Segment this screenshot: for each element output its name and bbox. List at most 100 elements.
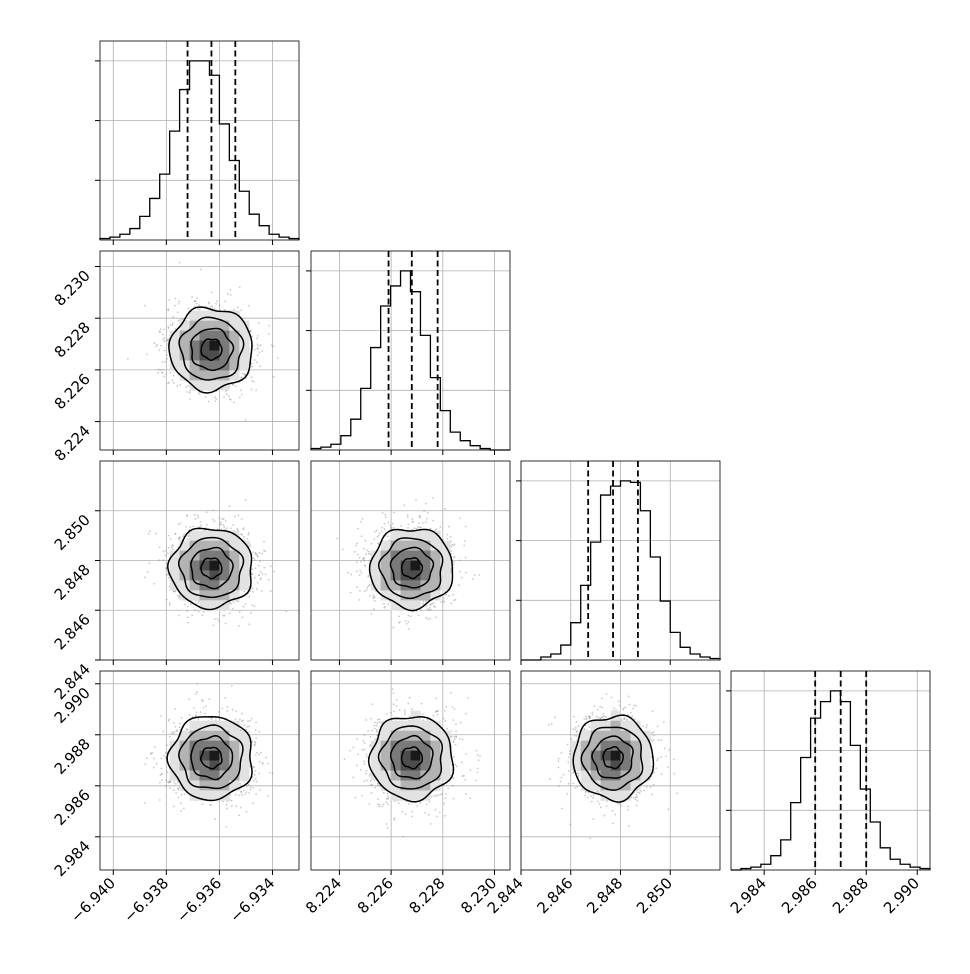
sample-point	[360, 535, 363, 538]
sample-point	[249, 330, 252, 333]
sample-point	[239, 389, 242, 392]
sample-point	[424, 811, 427, 814]
density-cell	[189, 760, 200, 771]
density-cell	[189, 540, 200, 551]
sample-point	[249, 719, 252, 722]
sample-point	[214, 818, 217, 821]
density-cell	[209, 350, 220, 361]
sample-point	[171, 323, 174, 326]
sample-point	[453, 561, 456, 564]
sample-point	[368, 745, 371, 747]
sample-point	[391, 522, 394, 525]
sample-point	[397, 621, 400, 624]
sample-point	[163, 340, 166, 342]
sample-point	[220, 523, 222, 526]
sample-point	[365, 719, 368, 721]
sample-point	[365, 753, 368, 756]
sample-point	[244, 419, 247, 422]
sample-point	[427, 813, 430, 816]
sample-point	[386, 827, 389, 829]
sample-point	[358, 574, 361, 577]
sample-point	[253, 774, 256, 776]
sample-point	[443, 601, 446, 603]
sample-point	[258, 573, 260, 576]
density-cell	[600, 730, 611, 741]
sample-point	[273, 570, 276, 573]
sample-point	[269, 590, 272, 592]
sample-point	[241, 372, 244, 375]
density-cell	[590, 750, 601, 761]
density-cell	[199, 780, 210, 791]
sample-point	[613, 707, 616, 709]
sample-point	[272, 345, 275, 348]
histogram-step-line	[731, 690, 931, 871]
sample-point	[392, 710, 395, 713]
sample-point	[419, 801, 422, 804]
sample-point	[387, 535, 389, 538]
sample-point	[465, 571, 467, 574]
sample-point	[240, 790, 243, 793]
sample-point	[174, 532, 177, 535]
density-cell	[209, 570, 220, 581]
sample-point	[422, 600, 425, 603]
sample-point	[455, 736, 458, 738]
x-tick-label: 2.990	[880, 874, 923, 917]
sample-point	[452, 719, 455, 722]
sample-point	[415, 498, 417, 501]
sample-point	[175, 792, 177, 794]
sample-point	[593, 705, 596, 708]
sample-point	[439, 811, 441, 814]
sample-point	[459, 721, 462, 724]
density-cell	[440, 560, 451, 571]
sample-point	[359, 769, 362, 771]
sample-point	[165, 598, 168, 601]
sample-point	[417, 614, 420, 617]
sample-point	[240, 393, 243, 396]
sample-point	[211, 307, 214, 310]
sample-point	[411, 815, 413, 818]
density-panel-1-2	[310, 460, 511, 661]
sample-point	[250, 388, 253, 391]
sample-point	[176, 385, 179, 387]
density-cell	[199, 750, 210, 761]
sample-point	[445, 793, 447, 795]
x-tick-label: 2.988	[829, 874, 872, 917]
sample-point	[251, 740, 254, 743]
contour-line	[400, 557, 424, 580]
sample-point	[599, 716, 602, 719]
density-cell	[440, 740, 451, 751]
sample-point	[175, 729, 178, 731]
sample-point	[403, 504, 406, 507]
sample-point	[255, 389, 258, 392]
sample-point	[446, 533, 449, 536]
sample-point	[588, 715, 591, 718]
sample-point	[234, 793, 237, 796]
sample-point	[584, 715, 587, 718]
sample-point	[572, 772, 575, 774]
sample-point	[417, 522, 420, 524]
sample-point	[254, 558, 256, 561]
sample-point	[201, 700, 204, 703]
sample-point	[198, 393, 201, 395]
density-cell	[640, 750, 651, 761]
sample-point	[260, 577, 262, 580]
sample-point	[196, 297, 199, 300]
sample-point	[356, 542, 358, 545]
density-cell	[410, 560, 421, 571]
sample-point	[256, 751, 258, 754]
density-cell	[370, 560, 381, 571]
sample-point	[264, 573, 267, 576]
sample-point	[448, 525, 450, 528]
sample-point	[213, 308, 216, 310]
sample-point	[166, 338, 169, 341]
density-cell	[219, 720, 230, 731]
density-cell	[229, 540, 240, 551]
sample-point	[453, 555, 455, 558]
sample-point	[173, 590, 175, 593]
sample-point	[195, 302, 198, 305]
sample-point	[166, 771, 169, 774]
sample-point	[259, 788, 262, 791]
sample-point	[365, 772, 368, 775]
density-cell	[199, 590, 210, 601]
density-cell	[179, 740, 190, 751]
